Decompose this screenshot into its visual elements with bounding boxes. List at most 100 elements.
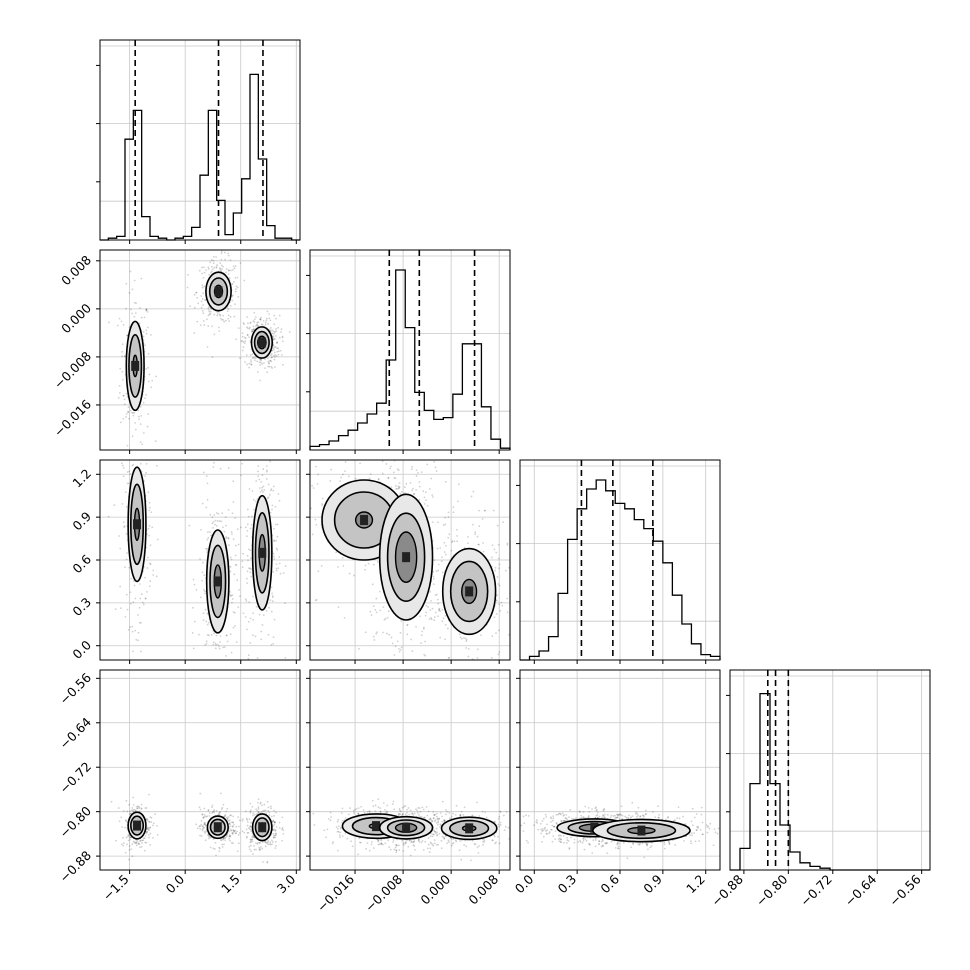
sample-point — [219, 635, 222, 637]
sample-point — [127, 406, 130, 409]
sample-point — [403, 805, 406, 808]
sample-point — [269, 841, 272, 844]
sample-point — [568, 847, 571, 850]
sample-point — [238, 589, 241, 591]
sample-point — [290, 551, 292, 553]
sample-point — [476, 648, 479, 651]
sample-point — [250, 523, 253, 526]
sample-point — [594, 845, 597, 848]
sample-point — [125, 282, 128, 285]
sample-point — [404, 804, 407, 807]
sample-point — [281, 336, 284, 339]
sample-point — [511, 574, 513, 576]
sample-point — [272, 335, 275, 338]
sample-point — [482, 840, 484, 843]
sample-point — [274, 354, 277, 357]
sample-point — [444, 665, 446, 667]
sample-point — [227, 816, 230, 818]
sample-point — [243, 831, 246, 834]
sample-point — [252, 634, 254, 637]
sample-point — [142, 331, 145, 333]
sample-point — [416, 682, 418, 684]
sample-point — [422, 627, 425, 630]
sample-point — [130, 308, 132, 311]
sample-point — [231, 295, 234, 298]
sample-point — [149, 832, 152, 835]
sample-point — [136, 840, 139, 843]
sample-point — [270, 360, 273, 363]
sample-point — [278, 821, 281, 824]
sample-point — [199, 324, 202, 327]
sample-point — [128, 849, 131, 851]
sample-point — [381, 442, 383, 444]
sample-point — [228, 269, 231, 272]
sample-point — [234, 564, 237, 566]
sample-point — [148, 836, 150, 839]
sample-point — [389, 465, 392, 468]
sample-point — [213, 461, 215, 464]
sample-point — [132, 463, 135, 466]
sample-point — [379, 807, 382, 810]
sample-point — [250, 330, 253, 333]
sample-point — [253, 356, 256, 359]
sample-point — [232, 281, 235, 283]
sample-point — [125, 593, 128, 596]
sample-point — [257, 470, 259, 473]
sample-point — [152, 569, 155, 572]
sample-point — [275, 569, 278, 572]
sample-point — [386, 632, 388, 635]
sample-point — [245, 600, 248, 602]
sample-point — [437, 843, 440, 846]
sample-point — [274, 366, 276, 368]
sample-point — [418, 838, 420, 840]
sample-point — [544, 826, 547, 829]
sample-point — [207, 835, 210, 838]
sample-point — [135, 841, 138, 844]
sample-point — [207, 267, 210, 270]
sample-point — [271, 504, 274, 507]
panel-frame — [99, 39, 301, 241]
sample-point — [450, 844, 453, 847]
sample-point — [251, 835, 253, 838]
sample-point — [239, 357, 241, 360]
sample-point — [251, 840, 254, 843]
sample-point — [494, 820, 497, 823]
sample-point — [375, 597, 378, 600]
sample-point — [259, 318, 262, 321]
sample-point — [231, 512, 234, 515]
sample-point — [114, 608, 117, 611]
sample-point — [497, 583, 499, 585]
panel-frame — [309, 459, 511, 661]
sample-point — [271, 329, 273, 332]
sample-point — [399, 631, 402, 634]
sample-point — [321, 502, 323, 505]
sample-point — [132, 580, 135, 582]
sample-point — [587, 806, 590, 809]
sample-point — [204, 824, 207, 827]
sample-point — [368, 811, 371, 813]
sample-point — [460, 839, 463, 842]
sample-point — [392, 800, 395, 803]
sample-point — [428, 430, 430, 432]
sample-point — [250, 850, 252, 853]
sample-point — [242, 346, 245, 349]
sample-point — [389, 467, 392, 470]
sample-point — [444, 623, 447, 626]
sample-point — [156, 538, 159, 541]
sample-point — [387, 477, 390, 479]
sample-point — [264, 323, 267, 326]
sample-point — [396, 640, 399, 643]
sample-point — [329, 811, 332, 814]
sample-point — [478, 525, 481, 528]
sample-point — [129, 812, 132, 815]
sample-point — [271, 356, 274, 359]
density-peak — [133, 519, 142, 530]
sample-point — [433, 814, 436, 816]
sample-point — [245, 836, 248, 839]
sample-point — [425, 611, 428, 614]
sample-point — [439, 824, 442, 827]
sample-point — [204, 831, 207, 834]
sample-point — [491, 544, 494, 547]
sample-point — [474, 533, 477, 536]
sample-point — [435, 843, 438, 846]
